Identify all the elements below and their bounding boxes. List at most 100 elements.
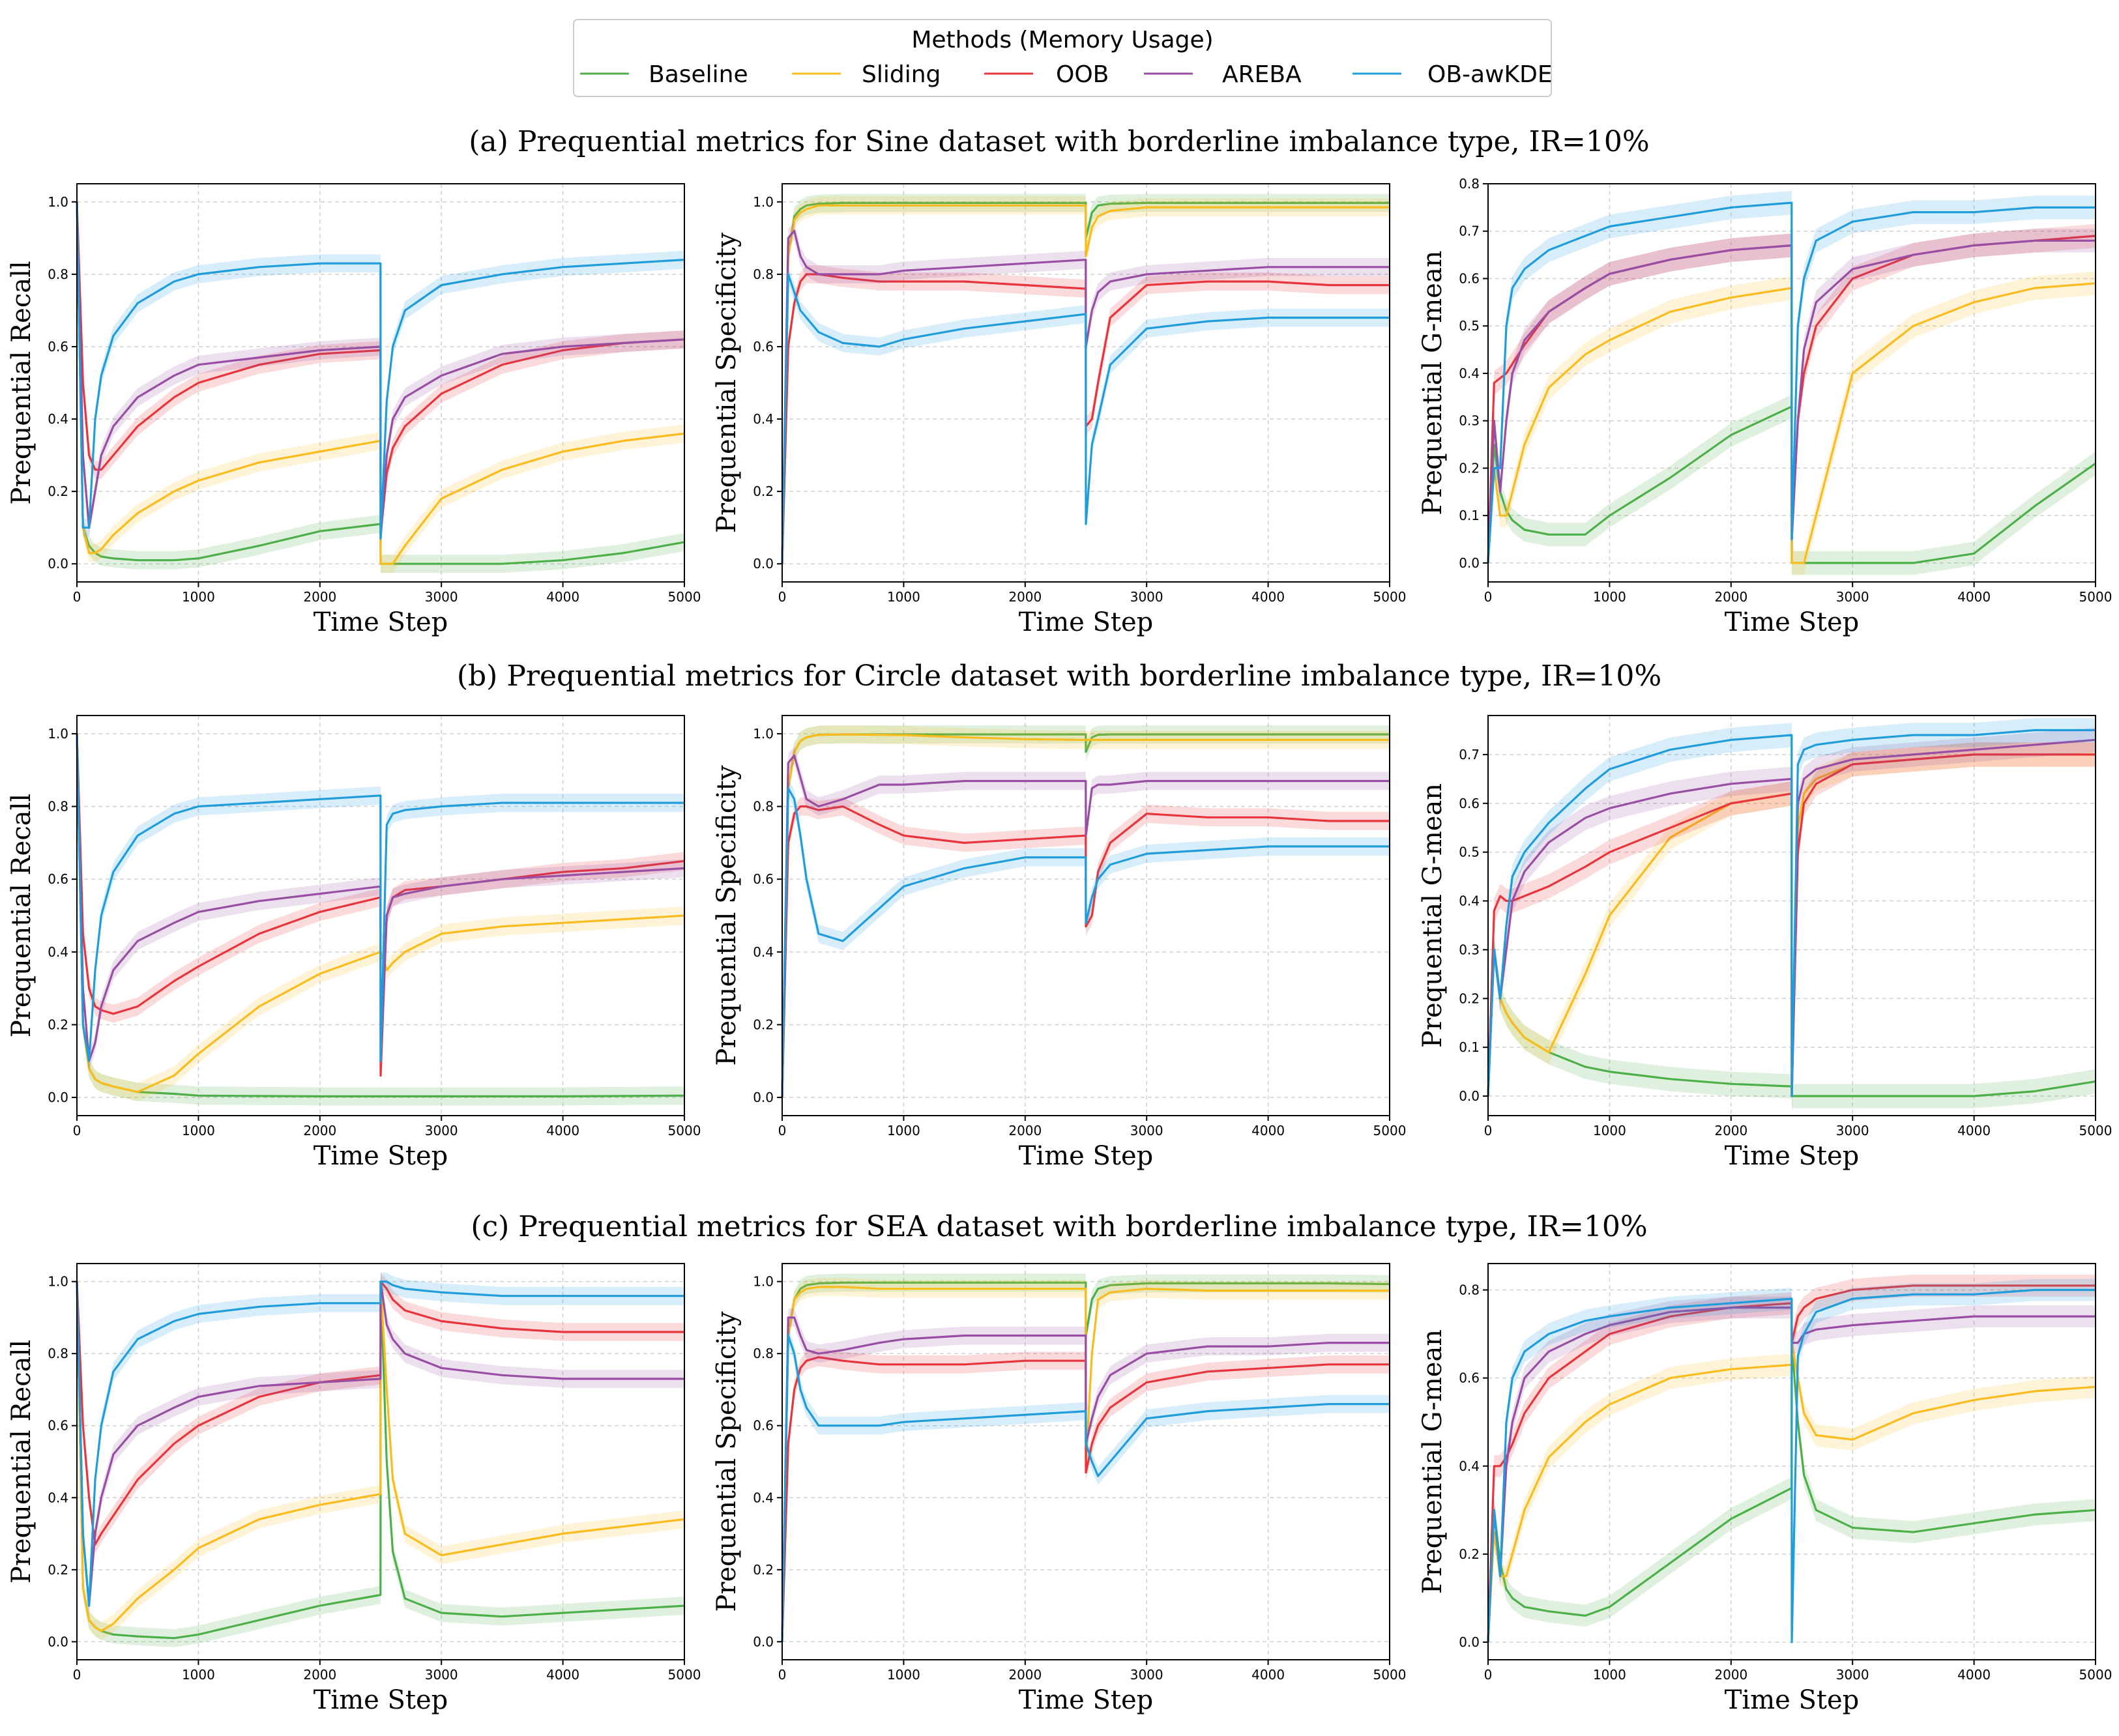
axes-frame: [76, 1263, 685, 1660]
y-tick-label-0.2: 0.2: [1459, 991, 1480, 1006]
panel-a-specificity: 0 1000 2000 3000 4000 5000 0.0 0.2 0.4 0.6 0.8 1.0 T…: [712, 183, 1407, 637]
y-tick-label-0.2: 0.2: [48, 1017, 68, 1032]
y-tick-label-0.2: 0.2: [1459, 460, 1480, 476]
y-axis-label: Prequential Recall: [7, 794, 37, 1037]
y-tick-label-0.0: 0.0: [753, 556, 774, 571]
y-tick-label-0.0: 0.0: [48, 556, 68, 571]
band-sliding: [1488, 1331, 2096, 1653]
x-tick-label-0: 0: [1484, 589, 1493, 605]
x-tick-label-2000: 2000: [303, 1123, 336, 1138]
x-tick-label-5000: 5000: [2079, 589, 2112, 605]
series-line-areba: [76, 201, 685, 540]
series-line-areba: [781, 1316, 1390, 1642]
x-tick-label-2000: 2000: [1714, 1667, 1747, 1683]
series-line-sliding: [781, 733, 1390, 1098]
x-tick-label-4000: 4000: [546, 589, 579, 605]
x-tick-label-1000: 1000: [1593, 589, 1626, 605]
axes-frame: [782, 1263, 1390, 1660]
x-tick-label-3000: 3000: [1836, 589, 1869, 605]
band-baseline: [1488, 1331, 2096, 1653]
y-axis-label: Prequential Specificity: [712, 1311, 742, 1612]
y-tick-label-0.6: 0.6: [1459, 1370, 1480, 1386]
series-line-sliding: [76, 733, 685, 1093]
series-line-sliding: [781, 1286, 1390, 1642]
x-tick-label-2000: 2000: [303, 1667, 336, 1683]
band-sliding: [1488, 742, 2096, 1108]
x-tick-label-1000: 1000: [887, 589, 920, 605]
y-tick-label-1.0: 1.0: [753, 194, 774, 210]
panel-c-recall: 0 1000 2000 3000 4000 5000 0.0 0.2 0.4 0.6 0.8 1.0 T…: [7, 1263, 701, 1715]
band-areba: [77, 192, 684, 548]
y-tick-label-0.6: 0.6: [753, 1418, 774, 1434]
y-tick-label-0.1: 0.1: [1459, 508, 1480, 523]
legend-item-oob: OOB: [984, 61, 1109, 88]
axes-frame: [1487, 1263, 2096, 1660]
series-line-ob-awkde: [781, 787, 1390, 1098]
y-tick-label-0.5: 0.5: [1459, 318, 1480, 334]
y-tick-label-0.0: 0.0: [1459, 1634, 1480, 1650]
band-ob-awkde: [782, 265, 1390, 573]
y-tick-label-0.0: 0.0: [48, 1090, 68, 1105]
series-line-ob-awkde: [781, 1334, 1390, 1642]
band-sliding: [77, 1272, 684, 1640]
axes-frame: [76, 183, 685, 583]
series-line-ob-awkde: [76, 733, 684, 1062]
band-ob-awkde: [782, 1326, 1390, 1651]
y-tick-label-1.0: 1.0: [753, 726, 774, 742]
x-axis-label: Time Step: [1019, 1141, 1154, 1171]
axes-frame: [1487, 183, 2096, 583]
x-tick-label-5000: 5000: [668, 1667, 701, 1683]
x-tick-label-4000: 4000: [1957, 1123, 1991, 1138]
series-line-areba: [781, 754, 1390, 1098]
x-tick-label-1000: 1000: [182, 589, 215, 605]
series-line-baseline: [1487, 1342, 2096, 1643]
x-tick-label-0: 0: [73, 1667, 81, 1683]
x-tick-label-4000: 4000: [1251, 1123, 1285, 1138]
x-axis-label: Time Step: [1725, 1141, 1860, 1171]
x-tick-label-2000: 2000: [1714, 589, 1747, 605]
y-tick-label-0.4: 0.4: [1459, 893, 1480, 909]
y-tick-label-0.2: 0.2: [753, 1017, 774, 1032]
x-tick-label-3000: 3000: [1130, 589, 1163, 605]
y-tick-label-0.8: 0.8: [48, 799, 68, 815]
legend: Methods (Memory Usage) Baseline Sliding …: [573, 19, 1553, 97]
x-axis-label: Time Step: [1725, 1685, 1860, 1715]
y-tick-label-0.2: 0.2: [48, 484, 68, 499]
y-tick-label-0.7: 0.7: [1459, 747, 1480, 762]
y-tick-label-0.0: 0.0: [753, 1090, 774, 1105]
y-tick-label-0.8: 0.8: [753, 799, 774, 815]
x-tick-label-5000: 5000: [1373, 589, 1407, 605]
series-line-sliding: [76, 201, 685, 565]
y-tick-label-0.0: 0.0: [48, 1634, 68, 1649]
y-tick-label-0.2: 0.2: [48, 1562, 68, 1578]
legend-item-sliding: Sliding: [792, 61, 941, 88]
x-axis-label: Time Step: [314, 1141, 448, 1171]
series-line-ob-awkde: [781, 273, 1390, 564]
y-tick-label-0.8: 0.8: [753, 267, 774, 282]
series-line-sliding: [76, 1280, 685, 1632]
series-line-ob-awkde: [76, 1280, 684, 1607]
band-areba: [782, 746, 1390, 1107]
y-tick-label-0.0: 0.0: [1459, 555, 1480, 571]
band-baseline: [1488, 937, 2096, 1108]
y-tick-label-0.6: 0.6: [48, 1418, 68, 1434]
legend-label-oob: OOB: [1056, 61, 1109, 88]
x-tick-label-5000: 5000: [1373, 1667, 1407, 1683]
x-tick-label-5000: 5000: [1373, 1123, 1407, 1138]
legend-item-areba: AREBA: [1144, 61, 1302, 88]
series-line-sliding: [1487, 282, 2096, 564]
x-tick-label-0: 0: [1484, 1667, 1493, 1683]
y-tick-label-0.4: 0.4: [1459, 1458, 1480, 1474]
series-line-ob-awkde: [1487, 1288, 2096, 1643]
series-line-areba: [1487, 738, 2096, 1097]
panel-b-gmean: 0 1000 2000 3000 4000 5000 0.0 0.1 0.2 0.3 0.4 0.5 0…: [1418, 715, 2112, 1171]
series-line-areba: [76, 1280, 684, 1607]
panel-c-gmean: 0 1000 2000 3000 4000 5000 0.0 0.2 0.4 0.6 0.8 Time…: [1418, 1263, 2112, 1715]
series-line-baseline: [781, 201, 1390, 564]
panel-a-gmean: 0 1000 2000 3000 4000 5000 0.0 0.1 0.2 0.3 0.4 0.5 0…: [1418, 176, 2112, 637]
legend-title: Methods (Memory Usage): [911, 27, 1213, 53]
y-axis-label: Prequential Recall: [7, 261, 37, 504]
x-tick-label-2000: 2000: [1008, 1123, 1042, 1138]
x-tick-label-5000: 5000: [668, 1123, 701, 1138]
legend-label-baseline: Baseline: [649, 61, 748, 88]
